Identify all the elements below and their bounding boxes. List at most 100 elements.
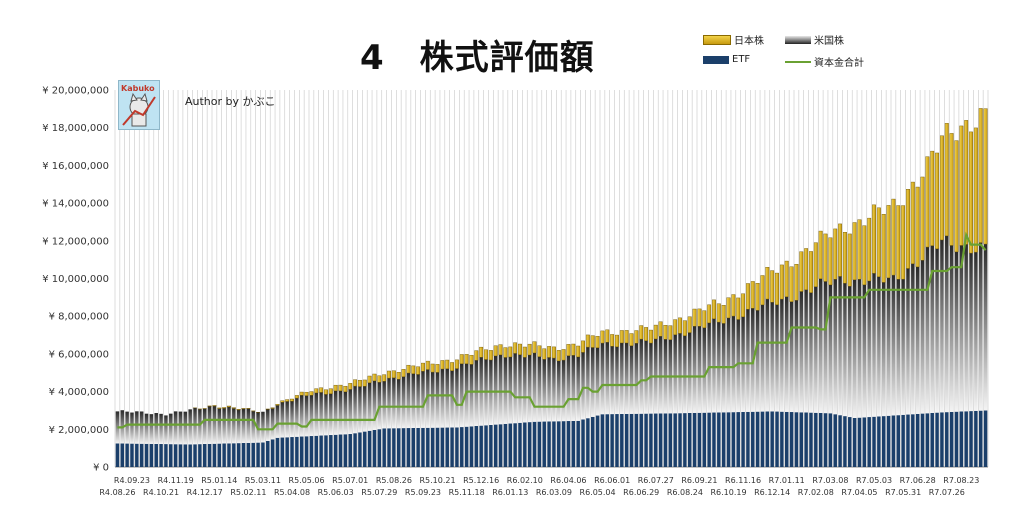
bar-etf — [426, 427, 430, 467]
bar-etf — [527, 422, 532, 467]
bar-etf — [814, 412, 818, 467]
bar-nihon — [813, 242, 818, 287]
bar-nihon — [576, 345, 581, 358]
bar-beikoku — [872, 273, 876, 417]
bar-beikoku — [193, 407, 197, 445]
bar-nihon — [639, 325, 644, 340]
bar-etf — [940, 412, 944, 467]
bar-nihon — [474, 350, 479, 361]
bar-beikoku — [304, 395, 309, 437]
x-tick-label-lower: R5.07.29 — [361, 488, 397, 497]
bar-beikoku — [629, 345, 634, 414]
bar-etf — [712, 412, 716, 467]
bar-beikoku — [367, 382, 372, 431]
x-tick-label-upper: R5.03.11 — [245, 476, 281, 485]
bar-nihon — [508, 346, 513, 358]
bar-beikoku — [513, 353, 517, 424]
bar-nihon — [450, 362, 455, 372]
bar-beikoku — [930, 245, 934, 413]
bar-beikoku — [188, 409, 192, 445]
bar-beikoku — [794, 300, 799, 413]
bar-etf — [440, 427, 445, 467]
bar-nihon — [498, 344, 503, 356]
bar-beikoku — [624, 342, 629, 414]
y-tick-label: ¥ 20,000,000 — [42, 86, 109, 97]
bar-nihon — [842, 232, 847, 284]
bar-beikoku — [430, 372, 435, 428]
bar-beikoku — [901, 279, 905, 415]
bar-nihon — [818, 230, 823, 279]
x-tick-label-lower: R6.10.19 — [710, 488, 746, 497]
bar-beikoku — [712, 318, 716, 413]
bar-nihon — [692, 308, 697, 327]
bar-beikoku — [634, 343, 639, 414]
bar-etf — [338, 434, 343, 467]
bar-etf — [261, 442, 265, 467]
bar-nihon — [595, 335, 600, 348]
bar-etf — [532, 421, 537, 467]
bar-beikoku — [450, 370, 454, 428]
bar-etf — [236, 443, 241, 467]
bar-etf — [717, 412, 721, 467]
bar-nihon — [280, 400, 285, 403]
bar-beikoku — [455, 368, 459, 428]
bar-etf — [945, 412, 949, 467]
bar-etf — [173, 444, 178, 467]
bar-nihon — [275, 404, 280, 406]
x-tick-label-upper: R7.05.03 — [856, 476, 892, 485]
bar-beikoku — [780, 299, 784, 412]
bar-beikoku — [154, 413, 158, 444]
y-tick-label: ¥ 6,000,000 — [49, 349, 109, 360]
bar-nihon — [755, 283, 760, 311]
bar-beikoku — [275, 405, 280, 438]
bar-etf — [741, 411, 745, 467]
bar-beikoku — [537, 356, 542, 422]
bar-etf — [164, 444, 168, 467]
bar-nihon — [779, 264, 784, 300]
bar-etf — [901, 414, 905, 467]
bar-beikoku — [692, 326, 697, 413]
bar-nihon — [338, 384, 343, 392]
bar-beikoku — [755, 310, 760, 412]
bar-etf — [726, 412, 731, 467]
y-tick-label: ¥ 0 — [93, 463, 109, 474]
bar-nihon — [377, 375, 382, 383]
bar-beikoku — [595, 347, 600, 416]
bar-beikoku — [149, 414, 154, 444]
x-tick-label-upper: R6.02.10 — [507, 476, 543, 485]
bar-etf — [721, 412, 726, 467]
bar-nihon — [653, 324, 658, 340]
x-tick-label-upper: R7.08.23 — [943, 476, 979, 485]
bar-beikoku — [911, 263, 915, 415]
bar-etf — [755, 411, 760, 467]
bar-nihon — [833, 228, 838, 280]
bar-nihon — [527, 343, 532, 356]
bar-nihon — [978, 108, 983, 243]
bar-etf — [605, 414, 610, 467]
bar-beikoku — [969, 253, 973, 412]
bar-beikoku — [818, 278, 823, 413]
bar-nihon — [857, 219, 862, 280]
bar-etf — [416, 427, 420, 467]
bar-etf — [450, 427, 454, 467]
bar-etf — [911, 414, 915, 467]
bar-beikoku — [935, 248, 939, 413]
bar-etf — [212, 443, 217, 467]
bar-etf — [920, 413, 925, 467]
bar-etf — [464, 426, 469, 467]
bar-nihon — [678, 317, 682, 334]
legend-swatch-etf — [703, 55, 729, 64]
bar-etf — [430, 427, 435, 467]
bar-etf — [159, 444, 163, 467]
bar-etf — [784, 411, 789, 467]
bar-etf — [358, 432, 362, 467]
bar-nihon — [484, 349, 488, 360]
x-tick-label-upper: R4.11.19 — [158, 476, 194, 485]
bar-nihon — [430, 363, 435, 373]
bar-etf — [789, 412, 794, 467]
bar-nihon — [357, 379, 362, 387]
bar-beikoku — [266, 409, 270, 441]
capital-total-line — [117, 231, 987, 431]
bar-beikoku — [547, 357, 551, 422]
bar-etf — [290, 437, 294, 467]
